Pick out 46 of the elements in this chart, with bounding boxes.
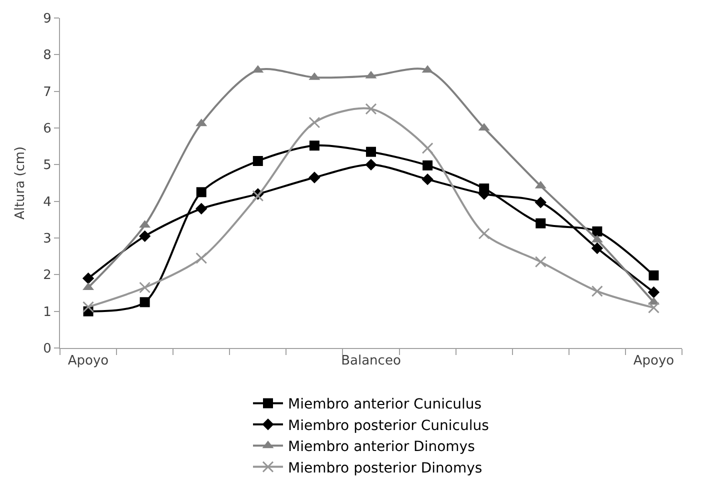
legend-label: Miembro anterior Cuniculus	[288, 396, 482, 413]
point	[365, 103, 377, 115]
point	[308, 172, 320, 184]
x-tick-label: Balanceo	[341, 354, 401, 369]
point	[196, 252, 208, 264]
y-tick-label: 8	[43, 48, 52, 64]
x-tick-label: Apoyo	[68, 354, 109, 369]
legend-label: Miembro anterior Dinomys	[288, 439, 475, 456]
y-tick-label: 7	[43, 84, 52, 100]
point	[309, 140, 320, 151]
point	[140, 297, 150, 308]
point	[366, 146, 376, 157]
y-tick-label: 5	[43, 158, 52, 174]
point	[591, 242, 604, 254]
point	[534, 256, 546, 268]
y-tick-label: 0	[43, 342, 52, 357]
point	[422, 160, 433, 170]
x-tick-label: Apoyo	[633, 354, 674, 369]
point	[139, 282, 151, 294]
point	[422, 173, 434, 186]
y-tick-label: 1	[43, 304, 52, 320]
point	[252, 156, 263, 166]
point	[648, 270, 659, 280]
point	[196, 202, 208, 215]
legend-label: Miembro posterior Dinomys	[288, 460, 482, 476]
y-tick-label: 3	[43, 232, 52, 247]
point	[536, 218, 546, 228]
y-tick-label: 6	[43, 122, 52, 137]
y-tick-label: 9	[43, 12, 52, 27]
point	[648, 286, 660, 298]
point	[478, 228, 490, 240]
point	[422, 142, 434, 154]
point	[82, 272, 94, 284]
point	[138, 230, 151, 242]
point	[365, 158, 377, 171]
point	[592, 226, 602, 236]
point	[82, 301, 94, 313]
point	[196, 187, 206, 198]
point	[591, 285, 603, 297]
point	[648, 302, 660, 314]
y-axis-title: Altura (cm)	[13, 146, 28, 220]
point	[308, 116, 320, 128]
y-tick-label: 4	[43, 194, 52, 210]
point	[534, 196, 546, 208]
y-tick-label: 2	[43, 268, 52, 284]
legend-label: Miembro posterior Cuniculus	[288, 418, 489, 434]
